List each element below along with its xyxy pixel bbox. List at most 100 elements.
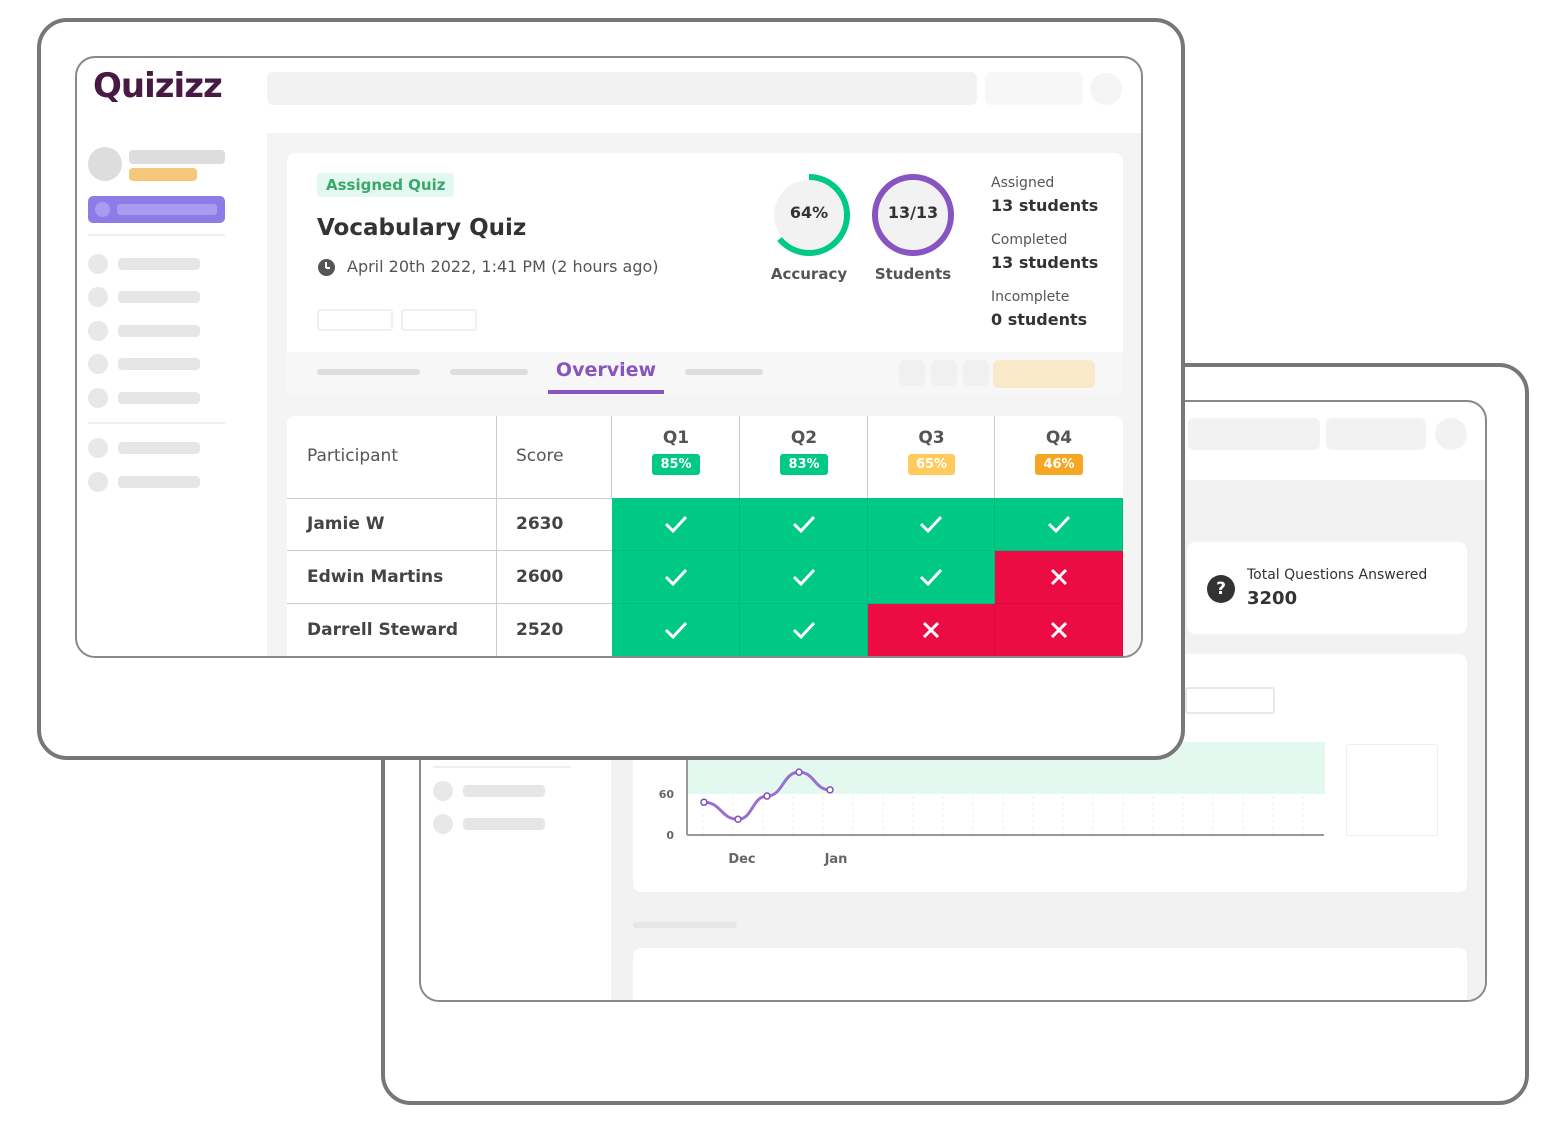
nav-icon[interactable] [433, 781, 453, 801]
check-icon [664, 515, 687, 534]
question-header[interactable]: Q2 83% [740, 428, 868, 475]
check-icon [664, 621, 687, 640]
question-header[interactable]: Q4 46% [995, 428, 1123, 475]
x-tick-label: Jan [824, 852, 848, 867]
nav-item[interactable] [118, 291, 200, 303]
nav-icon[interactable] [88, 388, 108, 408]
correct-answer-cell[interactable] [868, 498, 995, 551]
quizizz-logo[interactable]: Quizizz [93, 66, 223, 106]
nav-icon[interactable] [88, 354, 108, 374]
sidebar-item-active[interactable] [88, 196, 225, 223]
check-icon [919, 568, 943, 587]
incorrect-answer-cell[interactable] [995, 551, 1123, 604]
incorrect-answer-cell[interactable] [995, 604, 1123, 656]
icon-button[interactable] [963, 360, 989, 386]
nav-item[interactable] [118, 476, 200, 488]
y-tick-label: 60 [659, 788, 675, 801]
user-avatar [88, 147, 122, 181]
check-icon [664, 568, 687, 587]
question-label: Q1 [662, 428, 690, 448]
correct-answer-cell[interactable] [740, 498, 868, 551]
search-placeholder[interactable] [267, 72, 977, 105]
assigned-quiz-tag: Assigned Quiz [317, 173, 455, 197]
quiz-header-card: Assigned Quiz Vocabulary Quiz April 20th… [287, 153, 1123, 396]
correct-answer-cell[interactable] [612, 551, 740, 604]
correct-answer-cell[interactable] [740, 604, 868, 656]
accuracy-ring [768, 174, 850, 256]
correct-answer-cell[interactable] [995, 498, 1123, 551]
participant-score: 2630 [516, 514, 564, 534]
nav-icon[interactable] [88, 287, 108, 307]
tab-placeholder[interactable] [317, 369, 420, 375]
nav-item[interactable] [463, 785, 545, 797]
participant-score: 2600 [516, 567, 564, 587]
question-header[interactable]: Q3 65% [868, 428, 995, 475]
nav-icon[interactable] [88, 438, 108, 458]
participant-header: Participant [307, 446, 399, 466]
nav-item[interactable] [118, 442, 200, 454]
clock-icon [318, 259, 335, 276]
tab-placeholder[interactable] [450, 369, 528, 375]
row-divider [287, 656, 612, 657]
correct-answer-cell[interactable] [868, 551, 995, 604]
nav-item[interactable] [118, 258, 200, 270]
front-quiz-window: Quizizz Assigned Quiz Vocabulary Quiz Ap… [75, 56, 1143, 658]
primary-button[interactable] [993, 360, 1095, 388]
check-icon [792, 621, 815, 640]
question-accuracy-badge: 85% [652, 454, 700, 475]
data-point [700, 798, 708, 806]
incorrect-answer-cell[interactable] [868, 604, 995, 656]
divider [88, 234, 225, 236]
check-icon [919, 515, 943, 534]
tab-placeholder[interactable] [685, 369, 763, 375]
nav-item[interactable] [118, 358, 200, 370]
question-header[interactable]: Q1 85% [612, 428, 740, 475]
data-point [734, 815, 742, 824]
students-value: 13/13 [887, 203, 939, 222]
nav-icon[interactable] [88, 472, 108, 492]
stat-label: Total Questions Answered [1247, 567, 1428, 583]
nav-item[interactable] [118, 392, 200, 404]
data-point [826, 786, 834, 794]
nav-item[interactable] [118, 325, 200, 337]
summary-value: 0 students [991, 310, 1088, 329]
participant-name[interactable]: Darrell Steward [307, 620, 459, 640]
nav-icon[interactable] [433, 814, 453, 834]
correct-answer-cell[interactable] [612, 604, 740, 656]
nav-item[interactable] [463, 818, 545, 830]
participant-name[interactable]: Jamie W [307, 514, 385, 534]
action-button[interactable] [401, 309, 477, 331]
question-circle-icon: ? [1207, 575, 1235, 603]
check-icon [1047, 515, 1070, 534]
correct-answer-cell[interactable] [612, 498, 740, 551]
section-placeholder [633, 922, 737, 928]
divider [433, 766, 571, 768]
button-placeholder [1326, 418, 1426, 450]
icon-button[interactable] [899, 360, 925, 386]
button-placeholder[interactable] [985, 72, 1083, 105]
user-name [129, 150, 225, 164]
question-label: Q3 [918, 428, 945, 448]
nav-icon[interactable] [88, 254, 108, 274]
summary-label: Incomplete [991, 289, 1070, 305]
summary-value: 13 students [991, 196, 1099, 215]
results-table: Participant Score Q1 85% Q2 83% Q3 65% Q4 46% Ja… [287, 416, 1123, 657]
search-placeholder [1188, 418, 1320, 450]
divider [88, 422, 225, 424]
question-label: Q2 [790, 428, 818, 448]
question-accuracy-badge: 65% [907, 454, 956, 475]
summary-value: 13 students [991, 253, 1099, 272]
correct-answer-cell[interactable] [740, 551, 868, 604]
tab-overview[interactable]: Overview [555, 359, 657, 381]
avatar[interactable] [1090, 73, 1122, 105]
icon-button[interactable] [931, 360, 957, 386]
participant-name[interactable]: Edwin Martins [307, 567, 444, 587]
nav-icon[interactable] [88, 321, 108, 341]
column-divider [611, 416, 612, 498]
active-tab-indicator [548, 390, 664, 394]
score-header: Score [516, 446, 564, 466]
dropdown-placeholder[interactable] [1185, 687, 1275, 714]
column-divider [739, 416, 740, 498]
cross-icon [1050, 621, 1067, 639]
action-button[interactable] [317, 309, 393, 331]
